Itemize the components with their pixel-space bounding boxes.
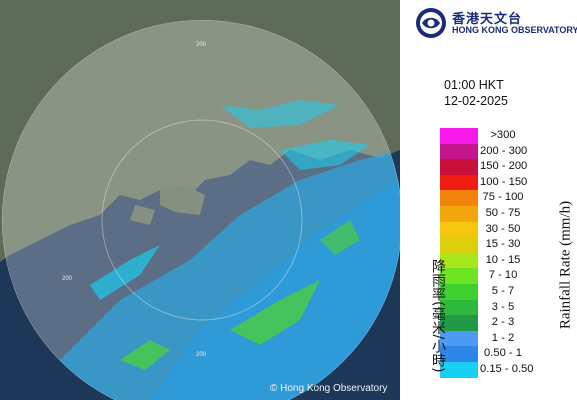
- legend-range-label: 0.50 - 1: [484, 347, 522, 360]
- legend-range-label: 5 - 7: [491, 284, 515, 297]
- legend-title-zh: 降雨率(毫米/小時): [430, 259, 446, 373]
- legend-row: >300: [440, 128, 574, 144]
- copyright-text: © Hong Kong Observatory: [270, 383, 388, 394]
- legend-swatch: [440, 190, 478, 206]
- legend-swatch: [440, 237, 478, 253]
- legend-range-label: 100 - 150: [480, 175, 528, 188]
- legend-swatch: [440, 268, 478, 284]
- legend-range-label: 3 - 5: [491, 300, 515, 313]
- legend-swatch: [440, 205, 478, 222]
- legend-row: 1 - 2: [440, 330, 574, 347]
- legend-swatch: [440, 143, 478, 160]
- legend-range-label: 30 - 50: [485, 222, 521, 235]
- legend-range-label: 50 - 75: [485, 206, 521, 219]
- legend-swatch: [440, 128, 478, 144]
- legend-swatch: [440, 346, 478, 362]
- legend-row: 100 - 150: [440, 174, 574, 191]
- legend-range-label: 150 - 200: [480, 160, 528, 173]
- legend-swatch: [440, 174, 478, 191]
- land-area: [0, 0, 400, 262]
- legend-row: 50 - 75: [440, 205, 574, 222]
- legend-row: 3 - 5: [440, 299, 574, 316]
- hko-logo-icon: [416, 8, 446, 38]
- organization-logo: 香港天文台 HONG KONG OBSERVATORY: [414, 6, 577, 40]
- timestamp-time: 01:00 HKT: [444, 78, 504, 92]
- organization-name-en: HONG KONG OBSERVATORY: [452, 25, 577, 35]
- legend-range-label: 0.15 - 0.50: [480, 362, 534, 375]
- range-label: 200: [196, 42, 207, 48]
- legend-swatch: [440, 330, 478, 347]
- legend-swatch: [440, 252, 478, 269]
- legend-swatch: [440, 361, 478, 378]
- legend-swatch: [440, 159, 478, 175]
- legend-range-label: 1 - 2: [491, 331, 515, 344]
- legend-row: 75 - 100: [440, 190, 574, 206]
- legend-range-label: >300: [490, 129, 516, 141]
- legend-range-label: 75 - 100: [482, 191, 524, 204]
- legend-range-label: 10 - 15: [485, 253, 521, 266]
- range-label: 200: [196, 352, 207, 358]
- legend-range-label: 7 - 10: [488, 269, 518, 282]
- legend-row: 10 - 15: [440, 252, 574, 269]
- legend-range-label: 200 - 300: [480, 144, 528, 157]
- legend-row: 150 - 200: [440, 159, 574, 175]
- legend-panel: 香港天文台 HONG KONG OBSERVATORY 01:00 HKT 12…: [400, 0, 577, 400]
- legend-swatch: [440, 315, 478, 331]
- legend-row: 5 - 7: [440, 283, 574, 300]
- legend-range-label: 15 - 30: [485, 238, 521, 251]
- legend-range-label: 2 - 3: [491, 316, 515, 329]
- legend-row: 15 - 30: [440, 237, 574, 253]
- legend-swatch: [440, 299, 478, 316]
- legend-row: 30 - 50: [440, 221, 574, 238]
- legend-row: 0.50 - 1: [440, 346, 574, 362]
- legend-title-en: Rainfall Rate (mm/h): [557, 200, 574, 330]
- radar-map[interactable]: 200 200 200 © Hong Kong Observatory: [0, 0, 400, 400]
- legend-row: 200 - 300: [440, 143, 574, 160]
- legend-row: 2 - 3: [440, 315, 574, 331]
- organization-name-zh: 香港天文台: [452, 12, 523, 27]
- legend-swatch: [440, 283, 478, 300]
- range-label: 200: [62, 276, 73, 282]
- timestamp-date: 12-02-2025: [444, 94, 508, 108]
- rainfall-legend: >300 200 - 300 150 - 200 100 - 150 75 - 100 5…: [440, 128, 574, 378]
- rain-echoes: [60, 100, 400, 400]
- legend-row: 0.15 - 0.50: [440, 361, 574, 378]
- legend-swatch: [440, 221, 478, 238]
- radar-image: 200 200 200: [0, 0, 400, 400]
- legend-row: 7 - 10: [440, 268, 574, 284]
